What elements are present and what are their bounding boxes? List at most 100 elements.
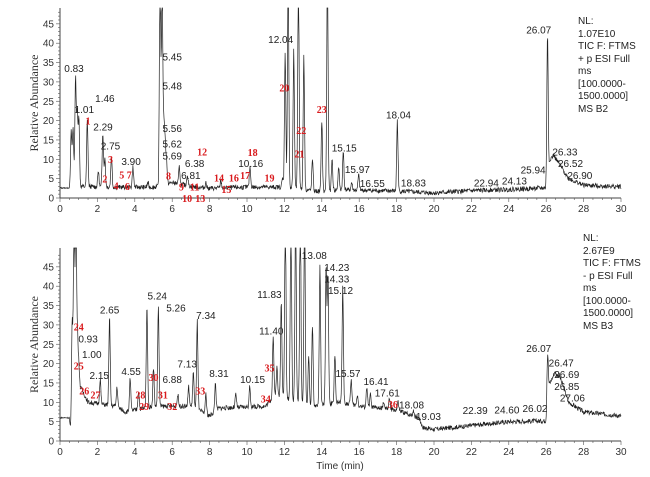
compound-number-label: 1 bbox=[86, 117, 91, 128]
compound-number-label: 25 bbox=[74, 361, 84, 372]
peak-label: 5.69 bbox=[162, 151, 182, 162]
x-tick-label: 6 bbox=[169, 204, 175, 215]
compound-number-label: 31 bbox=[158, 390, 168, 401]
compound-number-label: 33 bbox=[195, 387, 205, 398]
x-tick-label: 26 bbox=[541, 447, 553, 458]
peak-label: 2.29 bbox=[93, 122, 113, 133]
peak-label: 24.13 bbox=[502, 176, 527, 187]
panel-1-info: NL: 1.07E10 TIC F: FTMS + p ESI Full ms … bbox=[578, 16, 636, 116]
y-tick-label: 10 bbox=[43, 398, 55, 409]
peak-label: 15.12 bbox=[328, 286, 353, 297]
y-tick-label: 45 bbox=[43, 262, 55, 273]
chromatogram-trace bbox=[59, 7, 622, 196]
compound-number-label: 6 bbox=[125, 182, 130, 193]
compound-number-label: 30 bbox=[149, 373, 159, 384]
info-line: NL: bbox=[583, 233, 599, 244]
peak-label: 18.04 bbox=[386, 111, 411, 122]
peak-label: 4.55 bbox=[121, 367, 141, 378]
peak-label: 26.07 bbox=[526, 26, 551, 37]
x-tick-label: 8 bbox=[207, 204, 213, 215]
y-tick-label: 45 bbox=[43, 19, 55, 30]
info-line: + p ESI Full bbox=[578, 53, 630, 65]
y-tick-label: 0 bbox=[48, 437, 54, 448]
y-tick-label: 5 bbox=[48, 417, 54, 428]
info-line: 1.07E10 bbox=[578, 28, 616, 40]
peak-label: 5.56 bbox=[162, 124, 182, 135]
y-tick-label: 0 bbox=[48, 194, 54, 205]
compound-number-label: 14 bbox=[214, 174, 224, 185]
compound-number-label: 32 bbox=[167, 402, 177, 413]
x-tick-label: 10 bbox=[241, 447, 253, 458]
peak-label: 18.83 bbox=[401, 178, 426, 189]
compound-number-label: 23 bbox=[317, 105, 327, 116]
x-tick-label: 30 bbox=[615, 204, 627, 215]
peak-label: 2.75 bbox=[101, 142, 121, 153]
x-tick-label: 30 bbox=[615, 447, 627, 458]
x-tick-label: 14 bbox=[316, 204, 328, 215]
peak-label: 7.13 bbox=[177, 359, 197, 370]
peak-label: 15.15 bbox=[332, 144, 357, 155]
compound-number-label: 10 bbox=[182, 194, 192, 205]
x-tick-label: 20 bbox=[428, 204, 440, 215]
peak-label: 6.81 bbox=[181, 171, 201, 182]
compound-number-label: 9 bbox=[179, 183, 184, 194]
x-tick-label: 28 bbox=[578, 447, 590, 458]
x-tick-label: 0 bbox=[57, 447, 63, 458]
chromatogram-trace bbox=[59, 247, 622, 433]
peak-label: 22.94 bbox=[474, 178, 499, 189]
peak-label: 26.47 bbox=[549, 358, 574, 369]
y-tick-label: 5 bbox=[48, 174, 54, 185]
peak-label: 2.15 bbox=[90, 371, 110, 382]
compound-number-label: 11 bbox=[190, 182, 199, 193]
compound-number-label: 34 bbox=[261, 394, 271, 405]
compound-number-label: 22 bbox=[296, 126, 306, 137]
panel-2-info: NL: 2.67E9 TIC F: FTMS - p ESI Full ms [… bbox=[583, 233, 641, 333]
peak-label: 5.48 bbox=[162, 82, 182, 93]
y-tick-label: 40 bbox=[43, 39, 55, 50]
peak-label: 26.52 bbox=[558, 159, 583, 170]
peak-label: 26.33 bbox=[552, 147, 577, 158]
x-tick-label: 8 bbox=[207, 447, 213, 458]
y-tick-label: 20 bbox=[43, 116, 55, 127]
x-tick-label: 24 bbox=[503, 447, 515, 458]
x-tick-label: 18 bbox=[391, 447, 403, 458]
y-tick-label: 20 bbox=[43, 359, 55, 370]
compound-number-label: 24 bbox=[74, 323, 84, 334]
peak-label: 5.24 bbox=[148, 292, 168, 303]
peak-label: 15.97 bbox=[345, 165, 370, 176]
peak-label: 8.31 bbox=[209, 369, 229, 380]
peak-label: 14.33 bbox=[324, 275, 349, 286]
compound-number-label: 4 bbox=[114, 181, 119, 192]
peak-label: 26.85 bbox=[554, 382, 579, 393]
peak-label: 16.41 bbox=[364, 377, 389, 388]
peak-label: 18.08 bbox=[399, 400, 424, 411]
y-axis-title: Relative Abundance bbox=[27, 296, 41, 393]
x-tick-label: 26 bbox=[541, 204, 553, 215]
x-tick-label: 12 bbox=[279, 204, 291, 215]
compound-number-label: 19 bbox=[264, 174, 274, 185]
compound-number-label: 13 bbox=[195, 194, 205, 205]
peak-label: 5.62 bbox=[162, 140, 182, 151]
y-tick-label: 30 bbox=[43, 77, 55, 88]
peak-label: 0.93 bbox=[78, 334, 98, 345]
info-line: 1500.0000] bbox=[578, 91, 629, 102]
x-tick-label: 24 bbox=[503, 204, 515, 215]
peak-label: 17.61 bbox=[375, 388, 400, 399]
x-tick-label: 28 bbox=[578, 204, 590, 215]
x-axis-title: Time (min) bbox=[316, 461, 363, 472]
peak-label: 7.34 bbox=[196, 311, 216, 322]
x-tick-label: 22 bbox=[466, 204, 478, 215]
y-axis-title: Relative Abundance bbox=[27, 55, 41, 152]
x-tick-label: 2 bbox=[95, 204, 101, 215]
info-line: - p ESI Full bbox=[583, 270, 633, 282]
y-tick-label: 25 bbox=[43, 97, 55, 108]
peak-label: 26.69 bbox=[554, 370, 579, 381]
peak-label: 5.45 bbox=[162, 53, 182, 64]
peak-label: 26.90 bbox=[567, 171, 592, 182]
compound-number-label: 26 bbox=[79, 387, 89, 398]
peak-label: 10.15 bbox=[240, 375, 265, 386]
peak-label: 1.01 bbox=[75, 105, 95, 116]
peak-label: 1.00 bbox=[82, 350, 102, 361]
compound-number-label: 27 bbox=[91, 390, 101, 401]
